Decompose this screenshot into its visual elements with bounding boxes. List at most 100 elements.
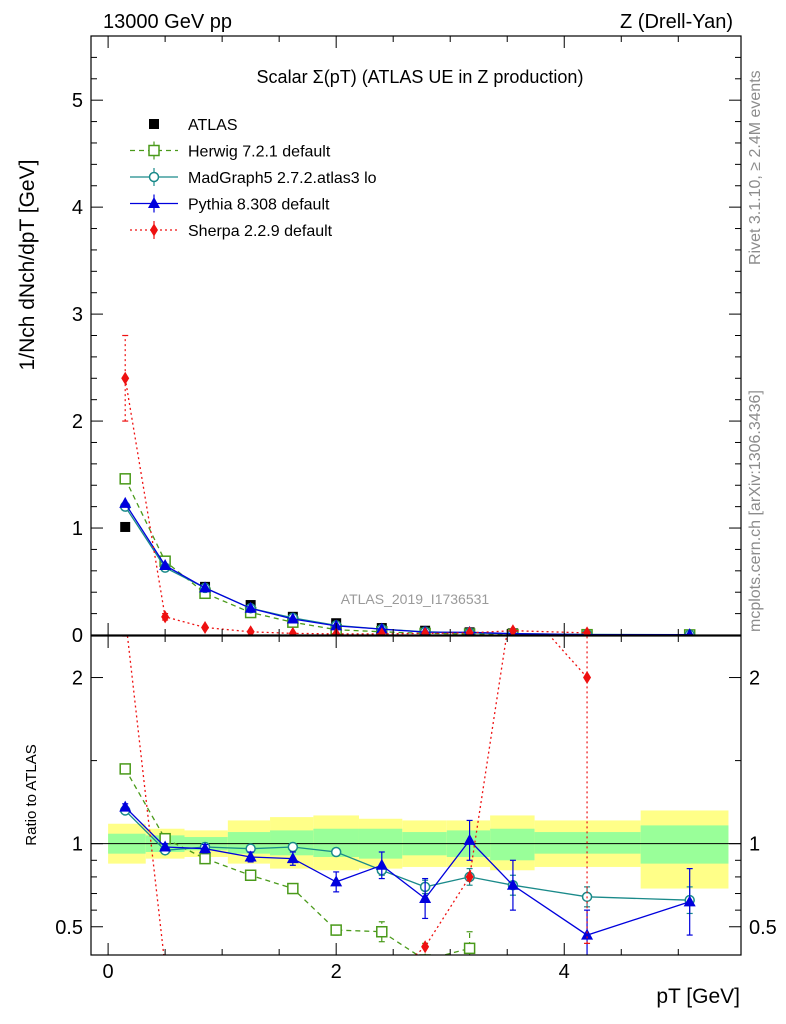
xlabel: pT [GeV] [656, 985, 740, 1008]
ratio-point [463, 942, 476, 955]
y-tick-label: 0 [72, 625, 83, 647]
legend-marker [149, 119, 159, 129]
ratio-point [375, 858, 388, 870]
top-point [201, 621, 210, 635]
x-tick-label: 2 [331, 961, 342, 983]
top-point [288, 626, 297, 635]
legend-marker [148, 197, 160, 208]
legend: ATLAS Herwig 7.2.1 default MadGraph5 2.7.2… [130, 117, 377, 240]
band-inner [490, 828, 535, 861]
x-tick-label: 0 [103, 961, 114, 983]
top-series-atlas [120, 521, 695, 635]
y-tick-label-right: 2 [749, 668, 760, 690]
y-tick-label: 0.5 [55, 917, 83, 939]
top-series-pythia [119, 496, 694, 635]
ratio-point [199, 852, 211, 865]
legend-marker [150, 223, 158, 237]
top-point [246, 625, 255, 635]
legend-marker [148, 144, 160, 157]
y-tick-label: 2 [72, 411, 83, 433]
y-tick-label-right: 1 [749, 834, 760, 856]
top-point [119, 473, 131, 485]
ratio-point [287, 882, 299, 895]
ratio-point [376, 925, 388, 938]
header-left: 13000 GeV pp [103, 11, 232, 33]
ratio-point [330, 846, 342, 858]
rivet-label: Rivet 3.1.10, ≥ 2.4M events [747, 70, 764, 265]
main-title-text: Scalar Σ(pT) (ATLAS UE in Z production) [257, 67, 584, 87]
ratio-point [419, 892, 432, 904]
ratio-ylabel: Ratio to ATLAS [23, 744, 40, 845]
legend-label: Herwig 7.2.1 default [188, 144, 331, 161]
header-right: Z (Drell-Yan) [620, 11, 733, 33]
ratio-point [119, 763, 131, 775]
band-inner [640, 825, 729, 864]
axes-frame [90, 635, 742, 956]
legend-label: MadGraph5 2.7.2.atlas3 lo [188, 170, 377, 187]
top-series-sherpa [121, 334, 592, 635]
main-title: Scalar Σ(pT) (ATLAS UE in Z production) [257, 67, 584, 87]
ratio-series-sherpa [121, 588, 592, 1001]
top-point [286, 612, 299, 624]
ratio-point [581, 928, 594, 940]
ratio-point [247, 985, 255, 998]
top-point [121, 371, 130, 385]
top-series-herwig [119, 473, 696, 635]
top-ylabel: 1/Nch dNch/dpT [GeV] [16, 160, 39, 371]
ratio-point [419, 954, 431, 955]
top-point [119, 496, 132, 508]
ratio-line [124, 810, 690, 901]
y-tick-label-right: 0.5 [749, 917, 777, 939]
top-point [685, 628, 694, 635]
top-point [421, 626, 430, 635]
y-tick-label: 1 [72, 834, 83, 856]
ratio-point [463, 833, 476, 845]
top-point [508, 624, 517, 635]
ratio-point [330, 875, 343, 887]
axes-frame [90, 35, 742, 636]
top-point [583, 626, 592, 635]
top-point [465, 626, 474, 635]
ratio-line [124, 806, 690, 936]
ratio-point [199, 842, 212, 854]
ratio-point [465, 870, 474, 884]
ratio-point [509, 588, 517, 601]
ratio-series-pythia [119, 800, 696, 955]
ratio-point [289, 988, 297, 1001]
ratio-point [287, 841, 299, 853]
legend-marker [148, 171, 160, 183]
top-line [124, 478, 690, 635]
ratio-point [332, 988, 340, 1001]
legend-label: ATLAS [188, 117, 238, 134]
ratio-point [159, 840, 172, 852]
ratio-point [421, 940, 430, 954]
ratio-point [378, 978, 386, 991]
top-series-madgraph5 [119, 501, 695, 635]
top-line [124, 506, 690, 635]
ratio-point [119, 800, 132, 812]
top-point [161, 610, 170, 624]
y-tick-label: 3 [72, 304, 83, 326]
ratio-point [244, 850, 257, 862]
y-tick-label: 1 [72, 518, 83, 540]
top-line [124, 503, 690, 635]
top-point [159, 558, 172, 570]
ratio-point [683, 895, 696, 907]
y-tick-label: 5 [72, 90, 83, 112]
top-point [120, 521, 131, 532]
ratio-line [126, 636, 588, 955]
ratio-point [583, 671, 592, 685]
y-tick-label: 2 [72, 668, 83, 690]
ratio-panel: 0.5 0.5 1 1 2 2 0 2 4 [55, 588, 777, 1001]
ratio-series-herwig [119, 763, 476, 955]
ratio-point [161, 960, 169, 973]
ratio-point [506, 878, 519, 890]
top-point [377, 627, 386, 635]
ratio-point [244, 869, 257, 881]
legend-label: Pythia 8.308 default [188, 197, 330, 214]
ratio-point [121, 610, 129, 623]
x-tick-label: 4 [559, 961, 570, 983]
mcplots-label: mcplots.cern.ch [arXiv:1306.3436] [747, 390, 764, 632]
analysis-watermark: ATLAS_2019_I1736531 [341, 591, 490, 607]
